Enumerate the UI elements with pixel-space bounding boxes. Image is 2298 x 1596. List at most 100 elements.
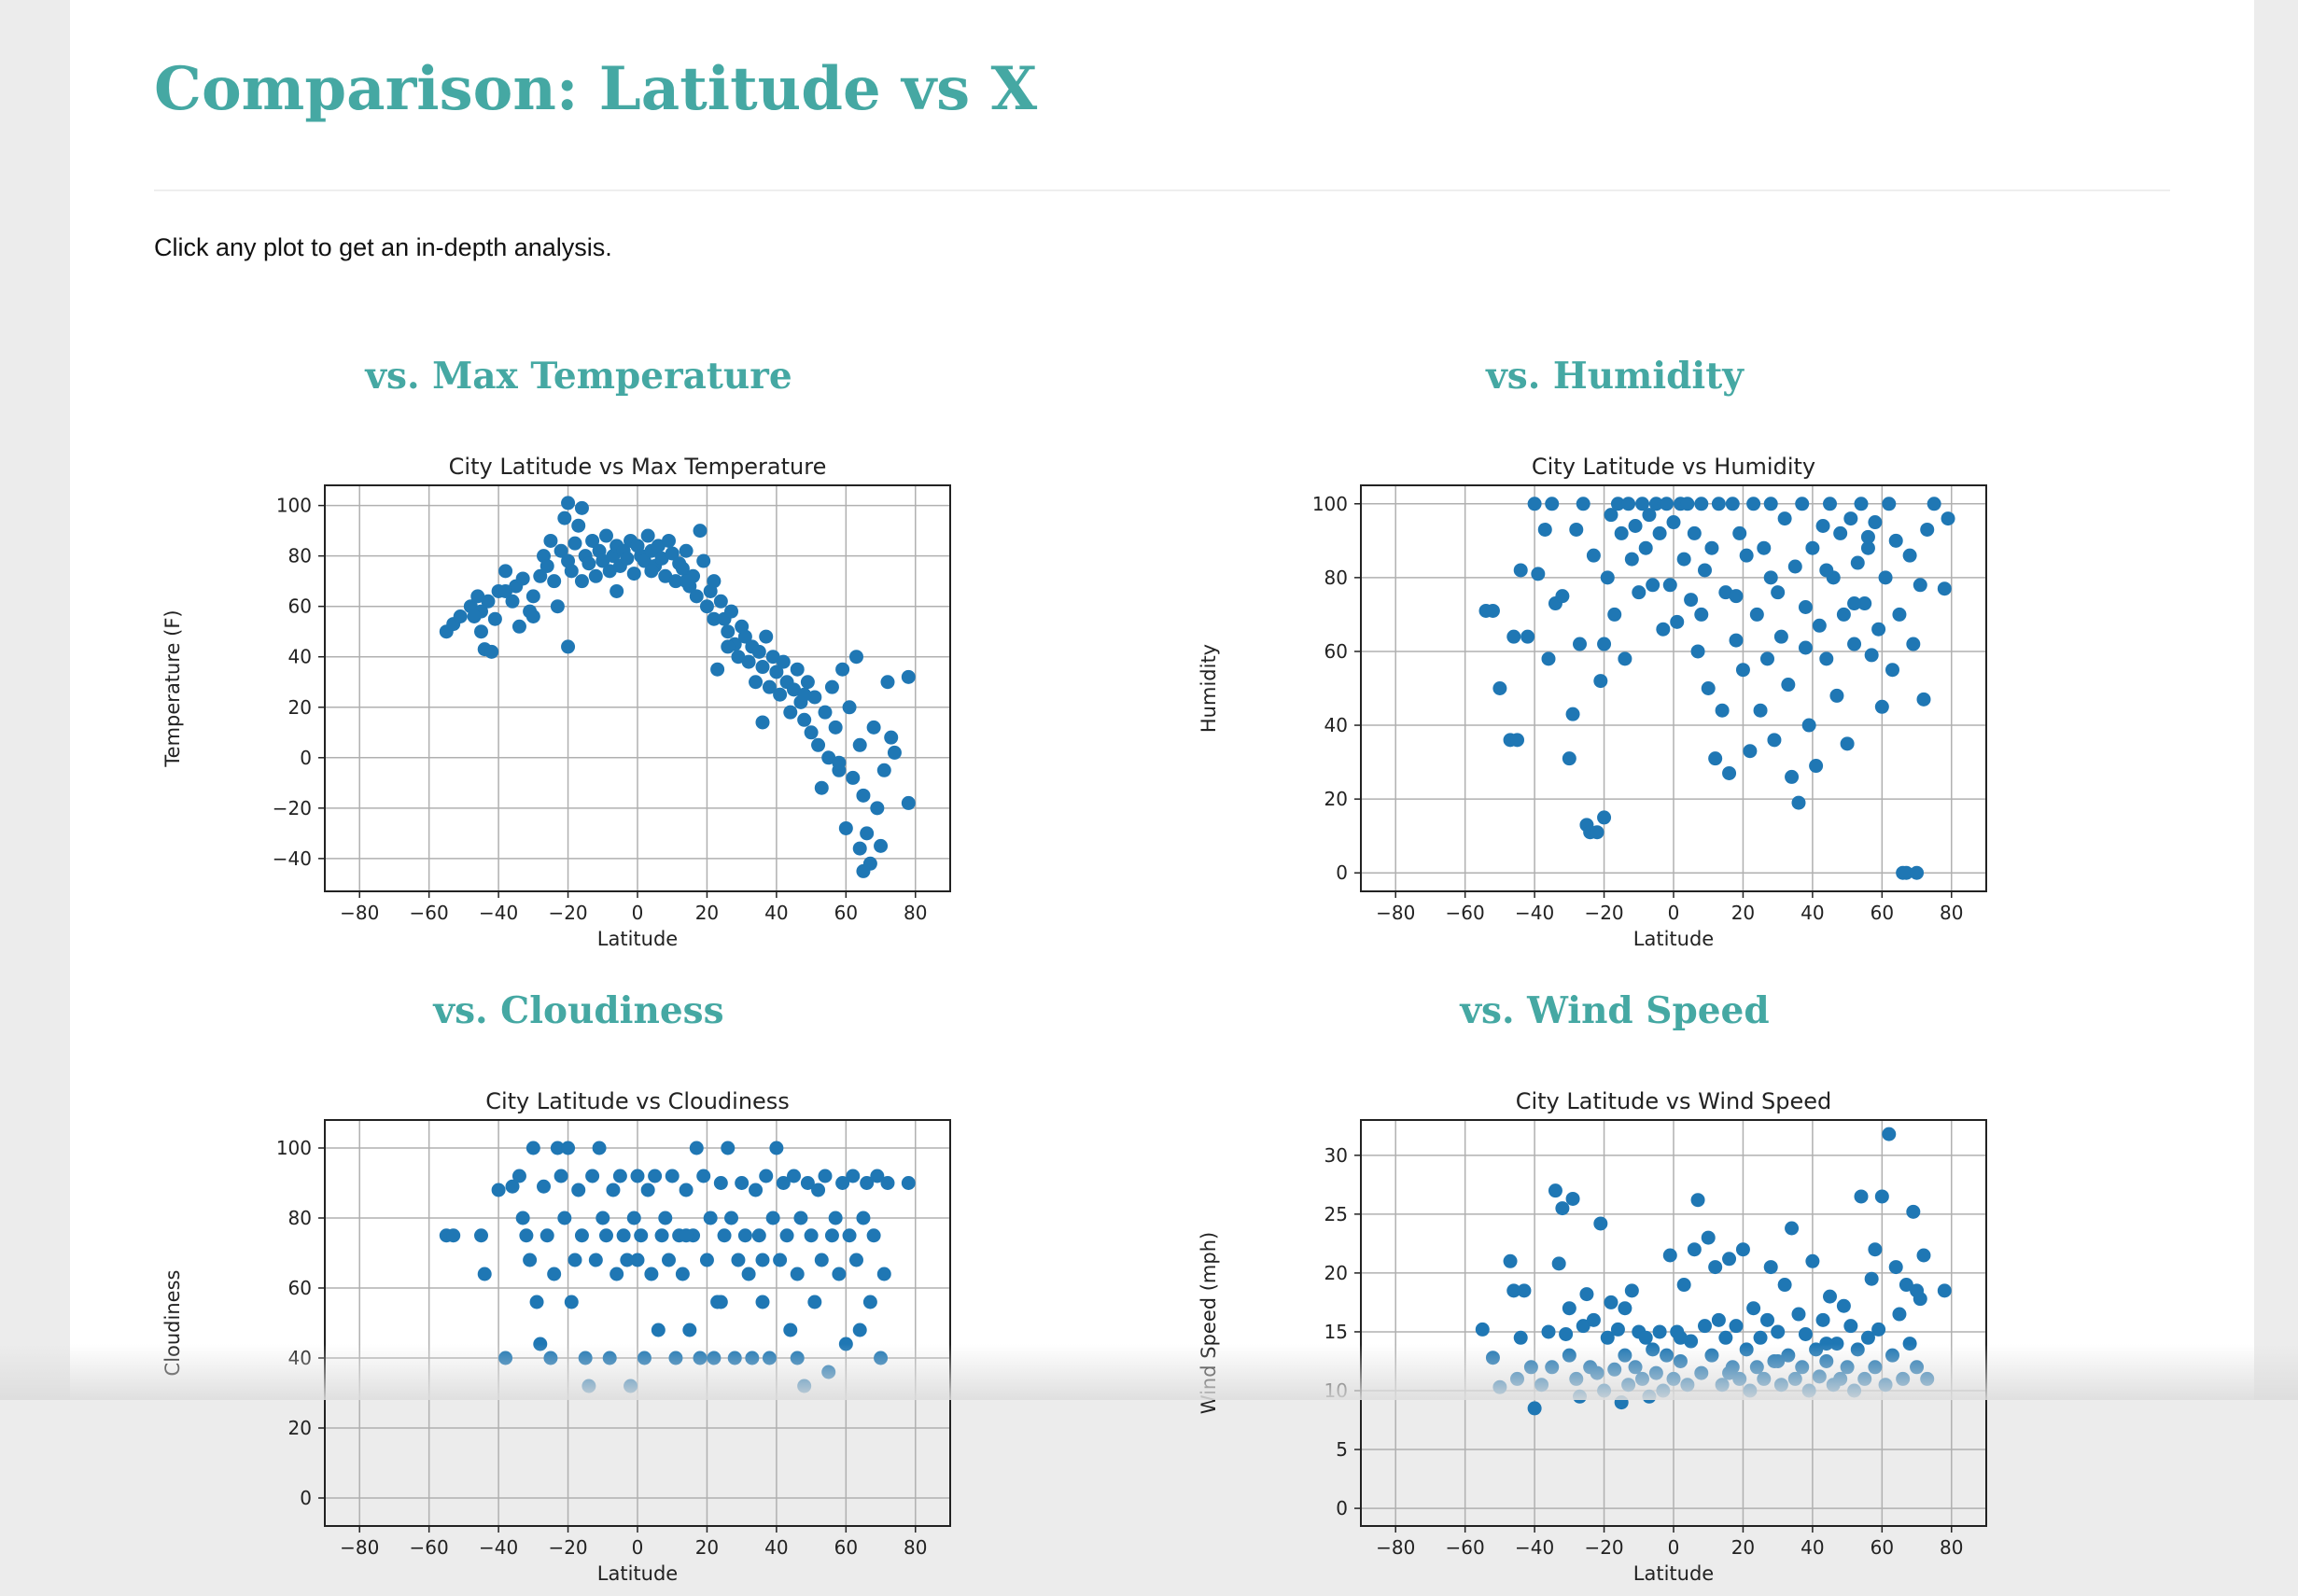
- chart-2-point: [574, 1228, 589, 1243]
- chart-2-point: [689, 1141, 704, 1155]
- chart-1-point: [1628, 519, 1643, 533]
- chart-3-point: [1621, 1378, 1636, 1393]
- chart-0-point: [849, 650, 863, 665]
- chart-3-point: [1673, 1353, 1688, 1368]
- chart-2-point: [525, 1141, 540, 1155]
- chart-3-xtick-label: −40: [1515, 1536, 1554, 1559]
- chart-1-xtick-label: 80: [1940, 902, 1963, 924]
- chart-3-point: [1739, 1342, 1754, 1357]
- chart-3-point: [1892, 1307, 1907, 1322]
- chart-1-point: [1763, 497, 1778, 511]
- plot-wind-speed[interactable]: City Latitude vs Wind Speed −80 −60 −40 −20 0…: [1195, 1073, 2016, 1596]
- chart-2-point: [491, 1183, 506, 1197]
- chart-3-point: [1882, 1127, 1897, 1141]
- chart-3-point: [1795, 1360, 1810, 1375]
- chart-2-point: [749, 1183, 764, 1197]
- chart-0-point: [487, 611, 502, 626]
- chart-0-point: [856, 788, 871, 803]
- chart-3-point: [1569, 1371, 1584, 1386]
- chart-1-point: [1812, 618, 1827, 633]
- chart-2-point: [668, 1351, 683, 1365]
- chart-2-point: [876, 1267, 891, 1281]
- chart-2-xtick-label: 40: [764, 1536, 788, 1559]
- plot-cloudiness[interactable]: City Latitude vs Cloudiness −80 −60 −40 −20 0…: [159, 1073, 980, 1596]
- chart-1-point: [1604, 508, 1618, 523]
- chart-3-xtick-label: 80: [1940, 1536, 1963, 1559]
- chart-0-point: [474, 624, 488, 639]
- chart-3-point: [1854, 1189, 1869, 1204]
- chart-1-xtick-label: −60: [1446, 902, 1485, 924]
- chart-3-point: [1868, 1360, 1883, 1375]
- chart-3-point: [1597, 1383, 1612, 1398]
- chart-0-point: [721, 624, 736, 639]
- plot-max-temperature[interactable]: City Latitude vs Max Temperature −80 −60 −4…: [159, 439, 980, 961]
- chart-1-point: [1777, 511, 1792, 526]
- chart-2-point: [596, 1211, 610, 1225]
- chart-1-point: [1687, 525, 1702, 540]
- chart-1-point: [1809, 759, 1824, 774]
- chart-2-point: [523, 1253, 538, 1267]
- chart-3-point: [1475, 1322, 1490, 1337]
- chart-0-point: [835, 662, 850, 677]
- chart-1-xtick-label: −20: [1584, 902, 1623, 924]
- chart-3-point: [1868, 1242, 1883, 1257]
- chart-2-ytick-label: 0: [300, 1487, 312, 1509]
- chart-2-point: [713, 1176, 728, 1190]
- chart-0-point: [824, 679, 839, 694]
- chart-2-point: [550, 1141, 565, 1155]
- chart-2-point: [592, 1141, 607, 1155]
- chart-1-point: [1819, 563, 1834, 578]
- chart-0-point: [602, 564, 617, 579]
- chart-0-ytick-label: −40: [273, 847, 312, 870]
- chart-0-point: [620, 551, 635, 566]
- chart-0-point: [814, 780, 829, 795]
- chart-1-point: [1621, 497, 1636, 511]
- chart-3-point: [1920, 1371, 1935, 1386]
- chart-2-point: [717, 1228, 732, 1243]
- chart-1-point: [1857, 596, 1872, 611]
- chart-2-title: City Latitude vs Cloudiness: [485, 1088, 790, 1114]
- chart-0-point: [467, 609, 482, 623]
- chart-2-xlabel: Latitude: [597, 1562, 678, 1585]
- chart-1-point: [1624, 552, 1639, 567]
- chart-3-point: [1801, 1383, 1816, 1398]
- chart-2-point: [662, 1253, 676, 1267]
- chart-1-point: [1586, 548, 1601, 563]
- chart-3-point: [1840, 1360, 1855, 1375]
- chart-0-point: [525, 589, 540, 604]
- chart-2-point: [703, 1211, 718, 1225]
- chart-0-point: [846, 770, 861, 785]
- chart-0-point: [561, 639, 576, 654]
- chart-3-point: [1791, 1307, 1806, 1322]
- chart-0-point: [818, 705, 833, 720]
- chart-0-point: [755, 660, 770, 675]
- chart-2-ylabel: Cloudiness: [161, 1270, 184, 1377]
- chart-2-point: [612, 1169, 627, 1183]
- chart-2-point: [800, 1176, 815, 1190]
- chart-2-point: [787, 1169, 801, 1183]
- chart-0-point: [776, 654, 791, 669]
- chart-2-point: [477, 1267, 492, 1281]
- chart-1-point: [1593, 674, 1608, 689]
- chart-2-point: [533, 1337, 548, 1351]
- chart-2-point: [651, 1323, 666, 1337]
- chart-0-point: [901, 795, 916, 810]
- chart-1-point: [1785, 769, 1800, 784]
- chart-3-point: [1771, 1324, 1786, 1339]
- chart-3-point: [1760, 1312, 1774, 1327]
- chart-3-point: [1864, 1271, 1879, 1286]
- chart-2-point: [880, 1176, 895, 1190]
- chart-3-point: [1910, 1283, 1925, 1298]
- chart-0-point: [525, 609, 540, 623]
- chart-0-point: [759, 629, 774, 644]
- heading-cloudiness: vs. Cloudiness: [433, 989, 724, 1032]
- plot-humidity[interactable]: City Latitude vs Humidity −80 −60 −40 −20 0 20…: [1195, 439, 2016, 961]
- chart-0-point: [651, 539, 666, 553]
- chart-3-point: [1708, 1260, 1723, 1275]
- chart-3-point: [1899, 1278, 1913, 1293]
- chart-2-point: [588, 1253, 603, 1267]
- chart-1-point: [1749, 607, 1764, 622]
- chart-0-point: [498, 583, 513, 598]
- chart-0-point: [749, 675, 764, 690]
- chart-3-point: [1687, 1242, 1702, 1257]
